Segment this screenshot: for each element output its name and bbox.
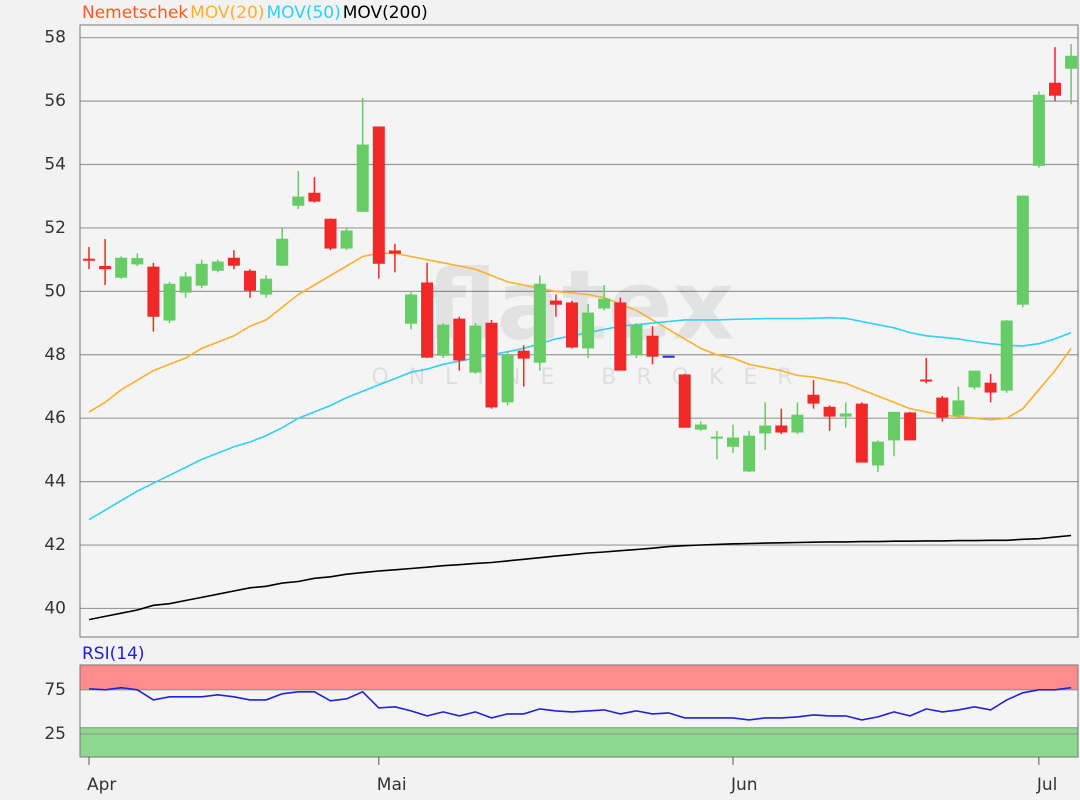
y-tick-label: 50 — [44, 281, 66, 301]
candle-body — [952, 400, 965, 416]
y-tick-label: 56 — [44, 91, 66, 111]
candle-body — [598, 298, 611, 309]
x-tick-label: Jun — [730, 775, 758, 795]
plot-area — [80, 25, 1078, 637]
y-tick-label: 44 — [44, 472, 66, 492]
candle-body — [614, 302, 627, 371]
y-tick-label: 75 — [44, 680, 66, 700]
ma-line — [88, 534, 1072, 621]
candle-body — [710, 436, 723, 439]
ma-line — [88, 316, 1072, 521]
zone — [79, 664, 1079, 691]
candle-body — [791, 414, 804, 433]
plot-frame — [79, 664, 1079, 758]
candle-body — [1000, 320, 1013, 391]
candle-body — [147, 266, 160, 317]
candle-body — [469, 325, 482, 373]
candle-body — [566, 302, 578, 348]
candle-body — [372, 126, 385, 264]
ma-line — [88, 686, 1072, 721]
candle-body — [920, 379, 933, 382]
candle-body — [855, 403, 868, 463]
candle-body — [260, 278, 273, 295]
plot-frame — [79, 24, 1079, 638]
candle-body — [839, 413, 852, 417]
candle-body — [582, 312, 595, 349]
candle-body — [646, 335, 659, 357]
candle-body — [630, 324, 643, 355]
candle-body — [195, 263, 208, 286]
y-tick-label: 46 — [44, 408, 66, 428]
y-tick-label: 54 — [44, 155, 66, 175]
candle-body — [1032, 94, 1045, 166]
candle-body — [244, 270, 256, 291]
x-tick-label: Jul — [1036, 775, 1058, 795]
x-tick-label: Mai — [377, 775, 407, 795]
candle-body — [308, 192, 321, 202]
candle-body — [904, 412, 917, 441]
candle-body — [727, 437, 739, 447]
y-tick-label: 48 — [44, 345, 66, 365]
y-tick-label: 42 — [44, 535, 66, 555]
candle-body — [115, 257, 128, 278]
candle-body — [131, 258, 144, 265]
candle-body — [984, 382, 997, 393]
candle-body — [775, 425, 788, 433]
candle-body — [501, 354, 514, 403]
candle-body — [99, 265, 112, 270]
legend-entry: MOV(20) — [190, 3, 264, 23]
candle-body — [356, 144, 369, 212]
candle-body — [678, 374, 691, 428]
legend-entry: MOV(50) — [266, 3, 340, 23]
legend-entry: Nemetschek — [82, 3, 188, 23]
zone — [79, 727, 1079, 758]
candle-body — [453, 318, 466, 361]
candle-body — [759, 425, 772, 434]
panel-title: RSI(14) — [82, 644, 145, 664]
candle-body — [292, 196, 305, 206]
candle-body — [421, 282, 434, 358]
y-tick-label: 25 — [44, 724, 66, 744]
watermark-subtitle: ONLINE BROKER — [371, 365, 812, 390]
candle-body — [807, 394, 820, 404]
candle-body — [871, 441, 884, 466]
candle-body — [437, 324, 450, 356]
candle-body — [936, 397, 949, 418]
candle-body — [888, 411, 900, 441]
candle-body — [823, 406, 836, 417]
candle-body — [83, 258, 95, 261]
candle-body — [662, 355, 675, 358]
candle-body — [388, 250, 401, 254]
x-tick-label: Apr — [87, 775, 116, 795]
candle-body — [211, 261, 224, 271]
candle-body — [340, 230, 353, 249]
ma-line — [88, 252, 1072, 421]
candle-body — [179, 276, 192, 293]
candle-body — [549, 300, 562, 305]
candle-body — [276, 238, 289, 266]
candle-body — [227, 257, 240, 266]
y-tick-label: 58 — [44, 28, 66, 48]
candle-body — [1016, 195, 1029, 305]
candle-body — [533, 283, 546, 363]
candle-body — [324, 218, 337, 249]
candle-body — [743, 435, 756, 472]
candle-body — [485, 322, 498, 408]
legend-entry: MOV(200) — [343, 3, 428, 23]
candle-body — [517, 350, 530, 359]
candle-body — [968, 370, 981, 388]
y-tick-label: 52 — [44, 218, 66, 238]
candle-body — [694, 424, 707, 430]
candle-body — [1065, 55, 1078, 69]
candle-body — [1049, 82, 1061, 96]
y-tick-label: 40 — [44, 598, 66, 618]
candle-body — [163, 283, 176, 321]
candle-body — [405, 294, 417, 324]
